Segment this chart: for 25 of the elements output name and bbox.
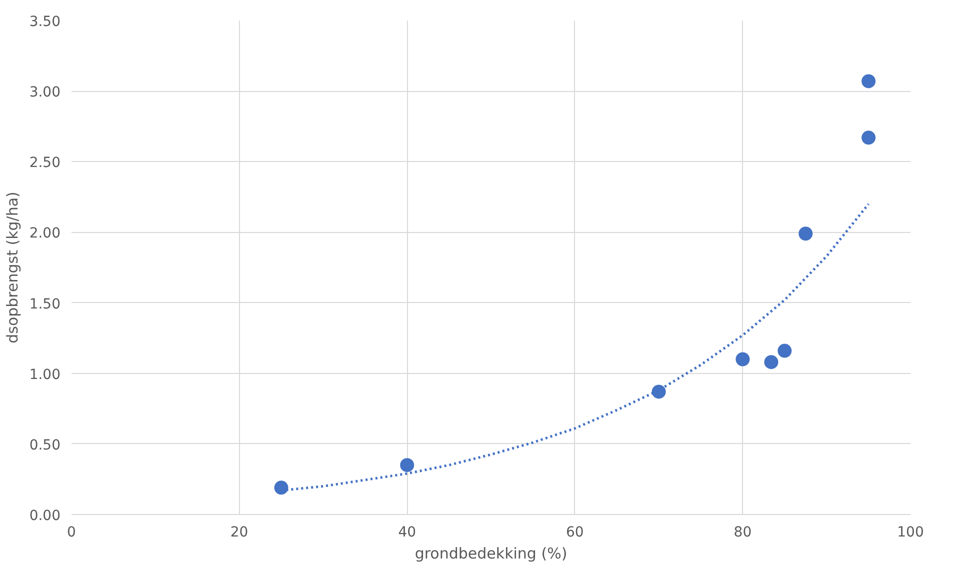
y-tick-label: 1.50 [29, 296, 60, 312]
point [274, 480, 288, 495]
point [764, 355, 778, 370]
y-tick-label: 1.00 [29, 366, 60, 383]
y-tick-label: 2.50 [29, 155, 60, 172]
x-tick-label: 40 [398, 524, 416, 540]
y-tick-label: 2.00 [29, 226, 60, 242]
point [400, 458, 414, 472]
point [778, 344, 792, 358]
x-tick-label: 80 [734, 524, 752, 540]
x-tick-label: 60 [566, 524, 584, 540]
x-tick-label: 0 [67, 524, 76, 540]
y-tick-label: 0.50 [29, 437, 60, 454]
y-axis-title: dsopbrengst (kg/ha) [3, 192, 22, 344]
y-tick-label: 0.00 [29, 508, 60, 524]
x-tick-label: 20 [230, 524, 248, 540]
point [736, 352, 750, 366]
point [862, 74, 876, 88]
y-tick-label: 3.50 [29, 14, 60, 30]
y-tick-label: 3.00 [29, 84, 60, 101]
x-tick-label: 100 [897, 524, 924, 540]
point [862, 130, 876, 145]
point [798, 226, 813, 241]
point [652, 384, 666, 399]
x-axis-title: grondbedekking (%) [414, 544, 568, 562]
